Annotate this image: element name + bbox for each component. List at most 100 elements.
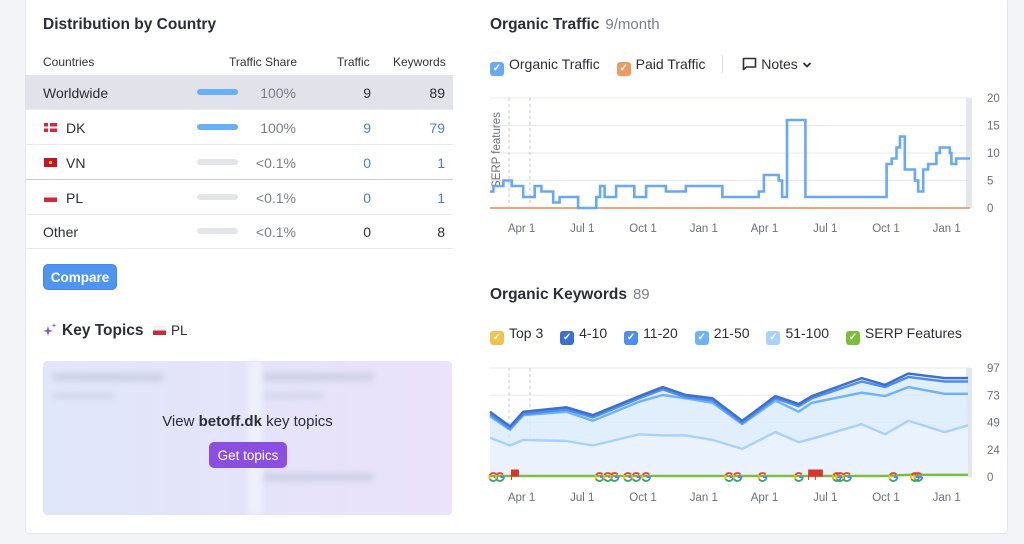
compare-button[interactable]: Compare [43, 264, 117, 290]
google-icon [641, 472, 652, 482]
keywords-count: 89 [632, 286, 650, 303]
google-icon-arc [610, 478, 617, 482]
google-icon-arc [732, 474, 735, 480]
legend-organic-traffic[interactable]: ✓ Organic Traffic [490, 56, 600, 76]
share-bar [197, 89, 238, 95]
google-icon-arc [595, 472, 604, 476]
google-icon-arc [889, 472, 898, 476]
legend-label: Top 3 [509, 325, 544, 341]
google-icon-arc [724, 472, 733, 476]
google-icon-arc [910, 474, 913, 480]
organic-keywords-chart[interactable]: 0 24 49 73 97 Apr 1 Jul 1 Oct 1 Jan 1 Apr 1 Jul 1 O… [480, 358, 1020, 508]
google-icon-arc [495, 474, 498, 480]
series-line-serp-features [490, 473, 968, 478]
get-topics-button[interactable]: Get topics [209, 442, 287, 468]
organic-traffic-title: Organic Traffic 9/month [490, 16, 660, 34]
checkbox-checked-icon[interactable]: ✓ [766, 331, 781, 345]
serp-features-label: SERP features [491, 112, 503, 188]
table-row-worldwide[interactable]: Worldwide 100% 9 89 [25, 75, 453, 110]
traffic-link[interactable]: 0 [363, 190, 371, 206]
google-icon-arc [794, 478, 802, 482]
legend-paid-traffic[interactable]: ✓ Paid Traffic [616, 56, 705, 76]
comment-icon [742, 57, 757, 71]
x-tick-label: Jul 1 [570, 223, 594, 235]
notes-dropdown[interactable]: Notes [742, 56, 811, 72]
google-icon-arc [842, 474, 845, 480]
x-tick-label: Jan 1 [690, 492, 718, 504]
google-icon-arc [733, 472, 742, 476]
x-tick-label: Apr 1 [751, 223, 779, 235]
share-value: 100% [260, 85, 296, 101]
organic-traffic-chart[interactable]: 0 5 10 15 20 Apr 1 Jul 1 Oct 1 Jan 1 Apr 1 Jul 1 Oc… [480, 88, 1020, 238]
checkbox-checked-icon[interactable]: ✓ [694, 331, 709, 345]
share-bar [197, 194, 238, 200]
traffic-link[interactable]: 9 [363, 120, 371, 136]
vietnam-flag-icon [44, 158, 57, 167]
google-icon [631, 472, 642, 482]
col-countries: Countries [43, 55, 95, 69]
legend-top-3[interactable]: ✓ Top 3 [490, 325, 544, 345]
key-topics-preview: View betoff.dk key topics Get topics [43, 361, 452, 515]
organic-traffic-line [490, 118, 970, 210]
google-icon-arc [623, 478, 631, 482]
keywords-link[interactable]: 1 [437, 155, 445, 171]
google-icon-arc [488, 474, 491, 480]
scroll-handle [966, 368, 972, 477]
traffic-link[interactable]: 0 [363, 155, 371, 171]
x-tick-label: Jul 1 [570, 492, 594, 504]
organic-keywords-title: Organic Keywords 89 [490, 286, 650, 304]
legend-serp-features[interactable]: ✓ SERP Features [845, 325, 962, 345]
keywords-value: 89 [429, 85, 445, 101]
checkbox-checked-icon[interactable]: ✓ [560, 331, 575, 345]
google-icon-arc [724, 474, 727, 480]
google-icon-arc [913, 478, 921, 482]
poland-flag-icon [153, 326, 166, 335]
x-tick-label: Apr 1 [508, 223, 536, 235]
google-icon [609, 472, 620, 482]
table-row-pl[interactable]: PL <0.1% 0 1 [25, 180, 453, 215]
keywords-area-fill-51-100 [490, 420, 968, 477]
blurred-placeholder [263, 473, 373, 481]
checkbox-checked-icon[interactable]: ✓ [490, 62, 504, 76]
keywords-link[interactable]: 79 [429, 120, 445, 136]
checkbox-checked-icon[interactable]: ✓ [490, 331, 504, 345]
google-icon-arc [641, 472, 650, 476]
blurred-divider [248, 361, 262, 515]
x-tick-label: Apr 1 [751, 492, 779, 504]
google-icon-arc [831, 474, 835, 480]
keywords-link[interactable]: 1 [437, 190, 445, 206]
country-name: Other [43, 224, 79, 240]
google-icon-arc [495, 478, 503, 482]
legend-51-100[interactable]: ✓ 51-100 [766, 325, 829, 345]
share-value: <0.1% [255, 190, 296, 206]
google-icon-arc [623, 474, 626, 480]
checkbox-checked-icon[interactable]: ✓ [616, 62, 631, 76]
share-value: 100% [260, 120, 296, 136]
google-icon-arc [888, 474, 891, 480]
x-tick-label: Jul 1 [813, 492, 837, 504]
traffic-value: 0 [363, 224, 371, 240]
divider [722, 55, 724, 73]
y-tick-label: 49 [987, 418, 1000, 430]
google-icon-arc [623, 472, 632, 476]
y-tick-label: 10 [987, 148, 1000, 160]
google-icon [842, 472, 852, 482]
distribution-title: Distribution by Country [43, 16, 217, 33]
blurred-placeholder [263, 393, 323, 399]
legend-11-20[interactable]: ✓ 11-20 [624, 325, 678, 345]
table-row-dk[interactable]: DK 100% 9 79 [25, 110, 453, 145]
google-icon-arc [631, 478, 639, 482]
country-name: PL [66, 190, 84, 206]
google-icon-arc [609, 474, 612, 480]
y-tick-label: 0 [987, 203, 993, 215]
legend-21-50[interactable]: ✓ 21-50 [694, 325, 750, 345]
share-value: <0.1% [255, 224, 296, 240]
checkbox-checked-icon[interactable]: ✓ [624, 331, 639, 345]
legend-4-10[interactable]: ✓ 4-10 [560, 325, 607, 345]
google-icon-arc [910, 472, 919, 476]
y-tick-label: 24 [987, 445, 1000, 457]
checkbox-checked-icon[interactable]: ✓ [845, 331, 860, 345]
google-icon-arc [794, 472, 803, 476]
google-icon-arc [602, 474, 606, 480]
table-row-vn[interactable]: VN <0.1% 0 1 [25, 145, 453, 180]
